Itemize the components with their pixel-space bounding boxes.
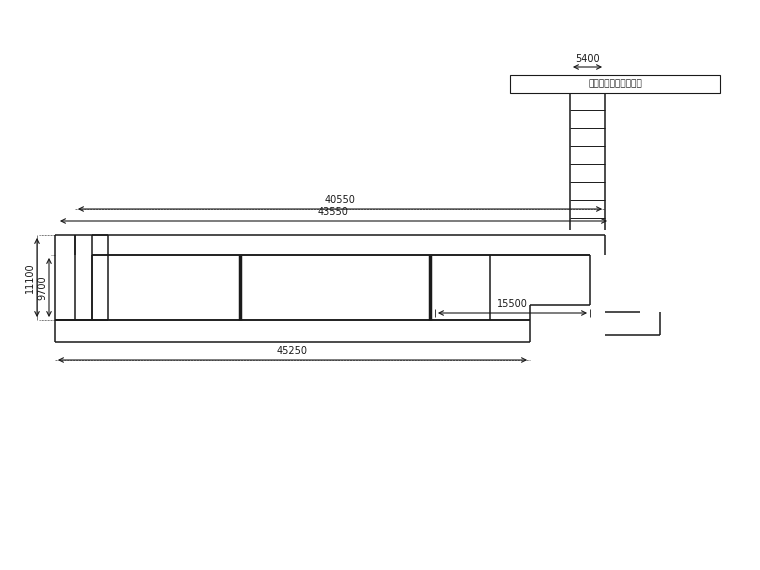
Text: 43550: 43550: [318, 207, 349, 217]
Text: 15500: 15500: [497, 299, 528, 309]
FancyBboxPatch shape: [510, 75, 720, 93]
Text: 9700: 9700: [37, 275, 47, 300]
Text: 11100: 11100: [25, 262, 35, 293]
Text: 45250: 45250: [277, 346, 308, 356]
Text: 原对压夸制已完成部分: 原对压夸制已完成部分: [588, 79, 642, 88]
Text: 40550: 40550: [325, 195, 356, 205]
Text: 5400: 5400: [575, 54, 600, 64]
